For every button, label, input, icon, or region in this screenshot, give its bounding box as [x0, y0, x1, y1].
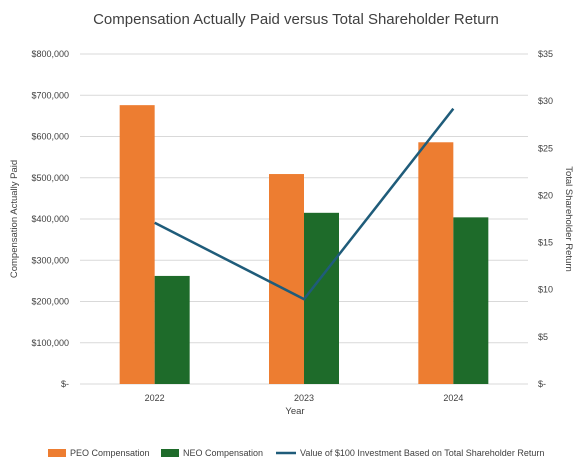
y2-axis-ticks: $- $5 $10 $15 $20 $25 $30 $35 [538, 49, 553, 389]
legend-label: Value of $100 Investment Based on Total … [300, 448, 544, 458]
legend-swatch [161, 449, 179, 457]
y-tick-label: $500,000 [31, 173, 69, 183]
legend-label: NEO Compensation [183, 448, 263, 458]
y2-tick-label: $10 [538, 285, 553, 295]
y-tick-label: $800,000 [31, 49, 69, 59]
y-tick-label: $- [61, 379, 69, 389]
y-tick-label: $600,000 [31, 132, 69, 142]
x-tick-label: 2024 [443, 393, 463, 403]
legend-label: PEO Compensation [70, 448, 150, 458]
y2-tick-label: $35 [538, 49, 553, 59]
y-tick-label: $700,000 [31, 90, 69, 100]
y2-tick-label: $15 [538, 238, 553, 248]
y2-tick-label: $30 [538, 96, 553, 106]
bar-neo-2024 [453, 217, 489, 384]
x-tick-label: 2023 [294, 393, 314, 403]
y2-tick-label: $- [538, 379, 546, 389]
legend-swatch [48, 449, 66, 457]
y-tick-label: $400,000 [31, 214, 69, 224]
y2-axis-title: Total Shareholder Return [563, 166, 573, 272]
x-tick-label: 2022 [145, 393, 165, 403]
bar-neo-2023 [304, 212, 339, 384]
bar-peo-2022 [119, 105, 155, 385]
x-axis-title: Year [285, 406, 304, 417]
y2-tick-label: $20 [538, 190, 553, 200]
x-axis-ticks: 2022 2023 2024 [145, 393, 464, 403]
y-tick-label: $300,000 [31, 255, 69, 265]
bar-peo-2024 [418, 142, 454, 384]
bar-peo-2023 [269, 174, 304, 384]
tsr-line-path [154, 107, 455, 301]
y2-tick-label: $25 [538, 143, 553, 153]
bars [119, 105, 489, 385]
tsr-line [154, 107, 455, 301]
chart-title: Compensation Actually Paid versus Total … [93, 11, 499, 28]
y-tick-label: $200,000 [31, 297, 69, 307]
y-axis-ticks: $- $100,000 $200,000 $300,000 $400,000 $500,0… [31, 49, 69, 389]
y2-tick-label: $5 [538, 332, 548, 342]
bar-neo-2022 [154, 275, 190, 384]
y-axis-title: Compensation Actually Paid [9, 160, 20, 278]
legend: PEO Compensation NEO Compensation Value of… [48, 448, 544, 458]
y-tick-label: $100,000 [31, 338, 69, 348]
